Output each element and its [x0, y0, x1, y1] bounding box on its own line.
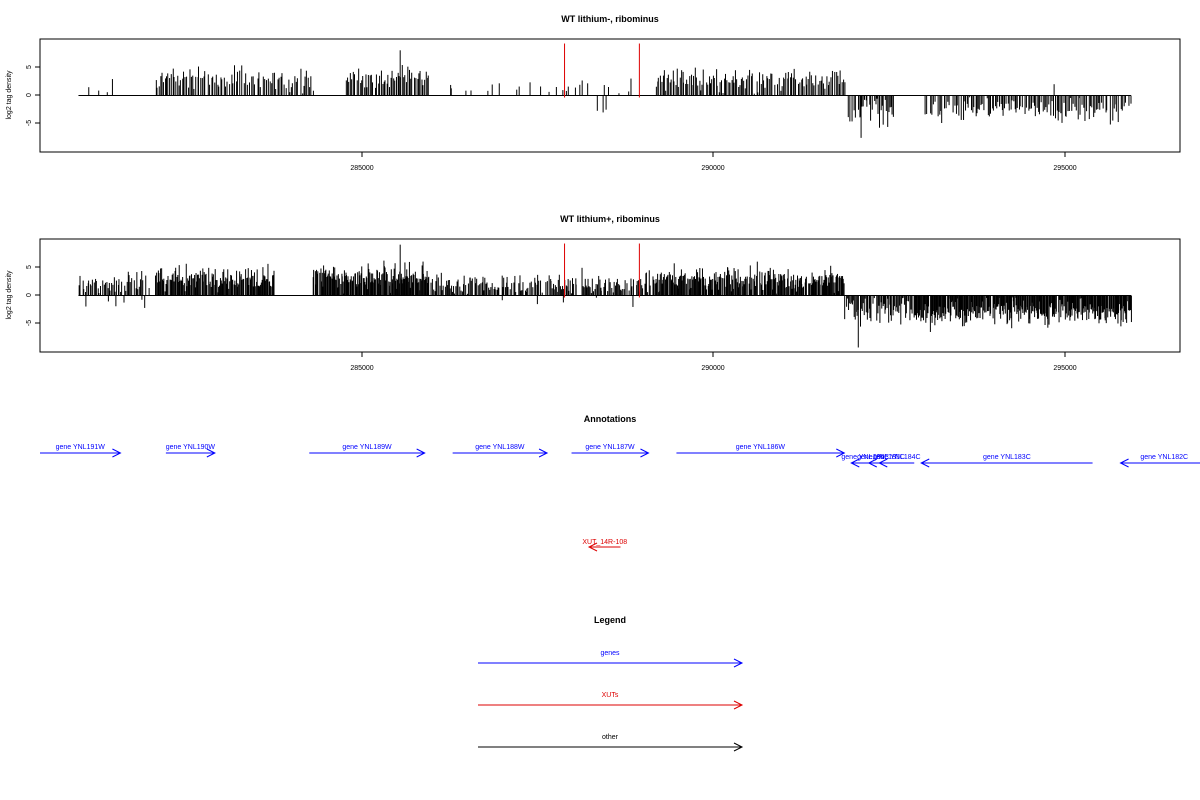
track-panel-lithium-plus: WT lithium+, ribominus log2 tag density …: [6, 214, 1181, 372]
x-tick-label: 285000: [350, 165, 373, 172]
gene-feature-arrowhead: [850, 458, 860, 468]
gene-feature: gene YNL186W: [676, 444, 846, 458]
gene-feature-arrowhead: [538, 448, 549, 458]
y-axis: 5 0 -5: [26, 65, 40, 126]
gene-feature-label: gene YNL189W: [342, 444, 392, 451]
x-tick-label: 290000: [701, 365, 724, 372]
signal-bars: [78, 244, 1132, 348]
x-tick-label: 290000: [701, 165, 724, 172]
legend-item: other: [478, 734, 744, 752]
gene-feature-label: gene YNL184C: [873, 454, 921, 461]
legend-item-label: other: [602, 734, 619, 741]
y-tick-label: 5: [26, 65, 33, 69]
legend-items: genes XUTs other: [478, 650, 744, 752]
annotations-title: Annotations: [584, 414, 637, 424]
gene-feature-arrowhead: [112, 448, 122, 458]
gene-feature: gene YNL183C: [920, 454, 1093, 468]
x-tick-label: 285000: [350, 365, 373, 372]
gene-feature: gene YNL191W: [40, 444, 122, 458]
gene-feature: gene YNL188W: [452, 444, 549, 458]
gene-feature: gene YNL184C: [873, 454, 921, 468]
y-axis-label: log2 tag density: [6, 70, 13, 120]
gene-feature-arrowhead: [1119, 458, 1129, 468]
gene-feature-arrowhead: [836, 448, 846, 458]
gene-feature-arrowhead: [878, 458, 888, 468]
y-tick-label: -5: [26, 320, 33, 326]
gene-feature-label: gene YNL188W: [475, 444, 525, 451]
gene-feature-label: gene YNL190W: [166, 444, 216, 451]
gene-feature: gene YNL189W: [309, 444, 426, 458]
gene-feature-label: gene YNL185C: [857, 454, 905, 461]
xut-feature-label: XUT_14R-108: [582, 539, 627, 546]
gene-feature-arrowhead: [867, 458, 877, 468]
legend-title: Legend: [594, 615, 626, 625]
gene-feature: gene YNL187W: [571, 444, 650, 458]
red-marker-lines: [564, 43, 640, 98]
legend-item-label: genes: [600, 650, 620, 657]
gene-feature-label: gene YNL182C: [1140, 454, 1188, 461]
x-tick-label: 295000: [1053, 165, 1076, 172]
gene-feature-label: gene YNL186C: [841, 454, 889, 461]
y-tick-label: 0: [26, 293, 33, 297]
legend-item-label: XUTs: [602, 692, 619, 699]
xut-feature-arrowhead: [587, 542, 598, 552]
gene-feature: gene YNL190W: [166, 444, 216, 458]
gene-feature-label: gene YNL187W: [585, 444, 635, 451]
y-axis-label: log2 tag density: [6, 270, 13, 320]
gene-feature: gene YNL182C: [1119, 454, 1200, 468]
gene-feature-arrowhead: [920, 458, 930, 468]
gene-feature-arrowhead: [206, 448, 216, 458]
signal-bars: [88, 50, 1132, 138]
xut-feature: XUT_14R-108: [582, 539, 627, 552]
y-tick-label: 0: [26, 93, 33, 97]
x-tick-label: 295000: [1053, 365, 1076, 372]
track-panel-lithium-minus: WT lithium-, ribominus log2 tag density …: [6, 14, 1181, 172]
gene-feature-label: gene YNL183C: [983, 454, 1031, 461]
xut-features: XUT_14R-108: [582, 539, 627, 552]
panel-title: WT lithium+, ribominus: [560, 214, 660, 224]
legend-item-arrowhead: [733, 700, 744, 710]
legend: Legend genes XUTs other: [478, 615, 744, 752]
legend-item: XUTs: [478, 692, 744, 710]
panel-title: WT lithium-, ribominus: [561, 14, 659, 24]
x-axis: 285000 290000 295000: [350, 152, 1077, 172]
y-tick-label: 5: [26, 265, 33, 269]
y-tick-label: -5: [26, 120, 33, 126]
annotations-track: Annotations gene YNL191W gene YNL190W gene…: [40, 414, 1200, 552]
gene-feature-arrowhead: [640, 448, 650, 458]
legend-item-arrowhead: [733, 658, 744, 668]
legend-item-arrowhead: [733, 742, 744, 752]
gene-feature-label: gene YNL191W: [56, 444, 106, 451]
x-axis: 285000 290000 295000: [350, 352, 1077, 372]
red-marker-lines: [564, 243, 640, 298]
y-axis: 5 0 -5: [26, 265, 40, 326]
gene-features: gene YNL191W gene YNL190W gene YNL189W gene…: [40, 444, 1200, 468]
gene-feature-label: gene YNL186W: [736, 444, 786, 451]
legend-item: genes: [478, 650, 744, 668]
gene-feature-arrowhead: [416, 448, 426, 458]
